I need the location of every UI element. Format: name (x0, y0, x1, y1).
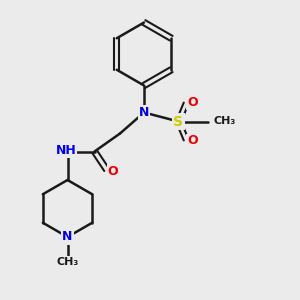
Text: O: O (187, 134, 198, 148)
Text: N: N (139, 106, 149, 119)
Text: NH: NH (56, 143, 76, 157)
Text: S: S (173, 115, 184, 128)
Text: CH₃: CH₃ (214, 116, 236, 127)
Text: CH₃: CH₃ (56, 257, 79, 267)
Text: O: O (187, 95, 198, 109)
Text: N: N (62, 230, 73, 244)
Text: O: O (108, 165, 118, 178)
